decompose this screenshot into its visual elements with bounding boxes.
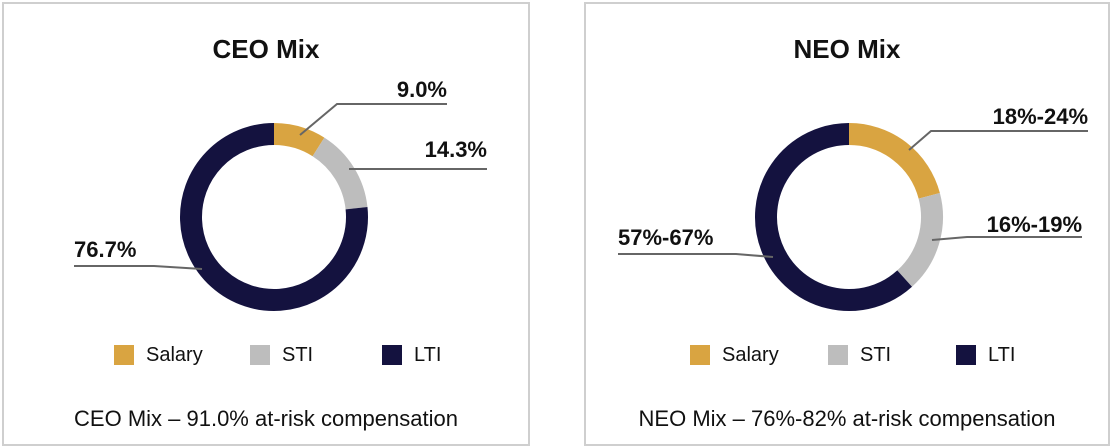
- leader-line-salary: [908, 130, 1088, 151]
- legend-label-lti: LTI: [414, 343, 442, 366]
- legend-item-sti: STI: [828, 340, 891, 370]
- leader-line-sti: [931, 236, 1082, 241]
- data-label-salary: 18%-24%: [993, 104, 1088, 129]
- leader-line-salary: [299, 103, 447, 136]
- salary-swatch: [690, 345, 710, 365]
- legend-label-salary: Salary: [146, 343, 203, 366]
- neo-mix-panel: NEO Mix 18%-24% 16%-19% 57%-67% Salary STI…: [584, 2, 1110, 446]
- data-label-sti: 16%-19%: [987, 212, 1082, 237]
- slice-lti: [755, 123, 912, 311]
- slice-sti: [312, 137, 368, 210]
- ceo-mix-panel: CEO Mix 9.0% 14.3% 76.7% Salary STI LTI CE…: [2, 2, 530, 446]
- data-label-sti: 14.3%: [425, 137, 487, 162]
- data-label-salary: 9.0%: [397, 77, 447, 102]
- sti-swatch: [250, 345, 270, 365]
- slice-lti: [180, 123, 368, 311]
- legend-label-salary: Salary: [722, 343, 779, 366]
- legend-label-sti: STI: [282, 343, 314, 366]
- neo-donut-chart: 18%-24% 16%-19% 57%-67%: [618, 104, 1088, 311]
- data-label-lti: 76.7%: [74, 237, 136, 262]
- slice-salary: [273, 123, 325, 157]
- leader-line-lti: [74, 265, 203, 270]
- slice-sti: [896, 193, 943, 287]
- lti-swatch: [382, 345, 402, 365]
- leader-line-lti: [618, 253, 774, 258]
- chart-caption: NEO Mix – 76%-82% at-risk compensation: [638, 406, 1056, 431]
- chart-legend: Salary STI LTI: [586, 340, 1108, 370]
- legend-item-lti: LTI: [956, 340, 1015, 370]
- data-label-lti: 57%-67%: [618, 225, 713, 250]
- chart-caption: CEO Mix – 91.0% at-risk compensation: [74, 406, 458, 431]
- sti-swatch: [828, 345, 848, 365]
- lti-swatch: [956, 345, 976, 365]
- legend-label-sti: STI: [860, 343, 892, 366]
- legend-item-salary: Salary: [114, 340, 203, 370]
- ceo-donut-chart: 9.0% 14.3% 76.7%: [74, 77, 487, 311]
- legend-item-salary: Salary: [690, 340, 779, 370]
- slice-salary: [848, 123, 940, 200]
- salary-swatch: [114, 345, 134, 365]
- chart-legend: Salary STI LTI: [4, 340, 528, 370]
- legend-item-sti: STI: [250, 340, 313, 370]
- legend-item-lti: LTI: [382, 340, 441, 370]
- chart-title: CEO Mix: [212, 34, 320, 64]
- legend-label-lti: LTI: [988, 343, 1016, 366]
- chart-title: NEO Mix: [793, 34, 901, 64]
